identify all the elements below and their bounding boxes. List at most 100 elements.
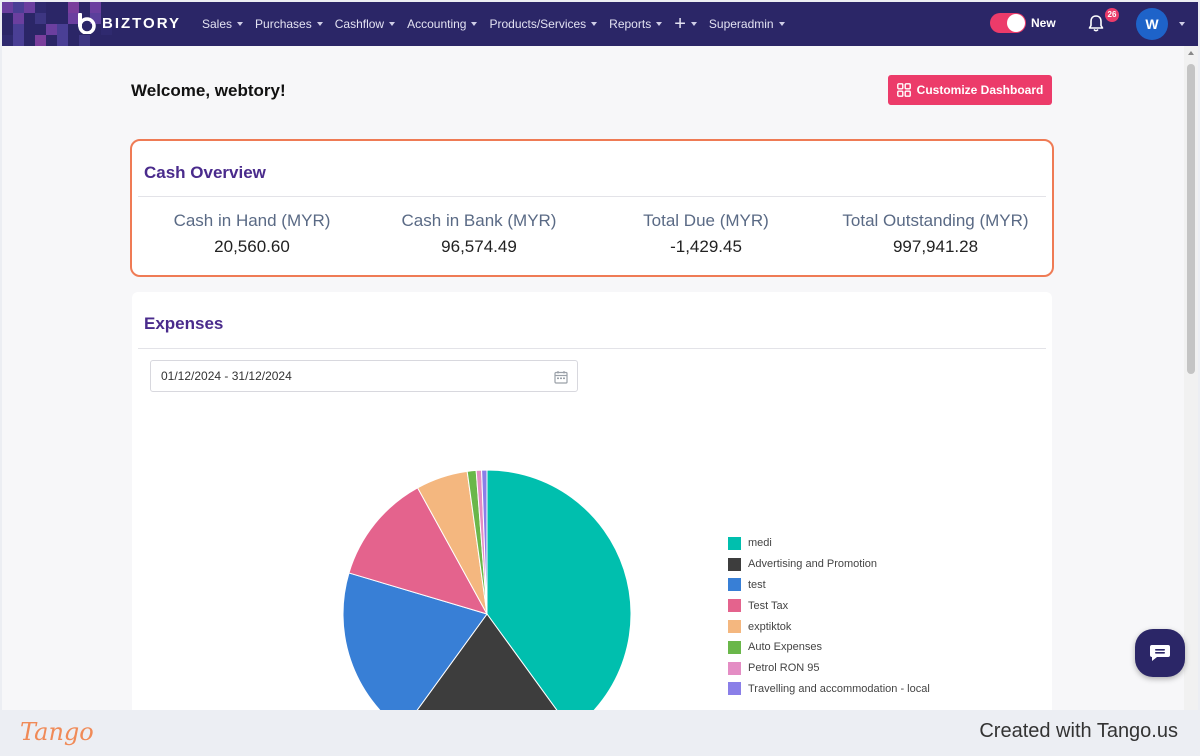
decorative-pixel <box>79 35 90 46</box>
stat-total-due: Total Due (MYR) -1,429.45 <box>606 211 806 257</box>
legend-item[interactable]: test <box>728 575 930 596</box>
stat-value: 997,941.28 <box>892 237 979 256</box>
menu-sales-label: Sales <box>202 17 233 31</box>
chat-support-button[interactable] <box>1135 629 1185 677</box>
page-title: Welcome, webtory! <box>131 81 286 100</box>
main-menu: Sales Purchases Cashflow Accounting Prod… <box>202 2 797 46</box>
chevron-down-icon <box>389 22 396 26</box>
pie-slice[interactable] <box>402 613 571 710</box>
biztory-logo-icon <box>78 13 96 34</box>
menu-superadmin-label: Superadmin <box>708 17 774 31</box>
tango-credit: Created with Tango.us <box>979 720 1178 742</box>
legend-label: Advertising and Promotion <box>748 558 878 571</box>
scroll-up-icon[interactable] <box>1188 51 1194 55</box>
tango-footer: Tango Created with Tango.us <box>0 710 1200 756</box>
pie-slice[interactable] <box>348 487 489 615</box>
pie-slice[interactable] <box>342 572 488 710</box>
toggle-knob <box>1007 14 1025 32</box>
legend-swatch <box>728 557 741 571</box>
navbar-pixel-decoration <box>2 2 122 46</box>
toggle-switch[interactable] <box>990 13 1026 33</box>
decorative-pixel <box>57 35 68 46</box>
bell-icon[interactable] <box>1086 14 1106 34</box>
stat-value: 96,574.49 <box>441 237 517 256</box>
menu-superadmin[interactable]: Superadmin <box>709 17 785 31</box>
legend-swatch <box>728 682 741 696</box>
decorative-pixel <box>57 24 68 35</box>
new-ui-toggle[interactable]: New <box>990 13 1056 33</box>
quick-add-menu[interactable]: + <box>674 14 697 34</box>
legend-item[interactable]: exptiktok <box>728 616 930 637</box>
grid-icon <box>896 83 911 97</box>
brand-logo[interactable]: BIZTORY <box>76 12 181 34</box>
card-divider <box>138 196 1046 197</box>
menu-purchases-label: Purchases <box>255 17 312 31</box>
decorative-pixel <box>90 13 101 24</box>
legend-label: Auto Expenses <box>748 641 822 654</box>
card-divider <box>138 348 1046 349</box>
stat-label: Total Due (MYR) <box>643 211 769 230</box>
decorative-pixel <box>90 2 101 13</box>
menu-accounting[interactable]: Accounting <box>407 17 478 31</box>
stat-value: -1,429.45 <box>670 237 742 256</box>
decorative-pixel <box>101 24 112 35</box>
legend-swatch <box>728 536 741 550</box>
expenses-title: Expenses <box>144 314 224 333</box>
chevron-down-icon <box>656 22 663 26</box>
avatar[interactable]: W <box>1136 8 1168 40</box>
decorative-pixel <box>2 2 13 13</box>
notification-badge: 26 <box>1105 8 1119 22</box>
chevron-down-icon <box>237 22 244 26</box>
stat-cash-in-hand: Cash in Hand (MYR) 20,560.60 <box>152 211 352 257</box>
expenses-pie-chart <box>342 469 632 710</box>
app-window: BIZTORY Sales Purchases Cashflow Account… <box>2 2 1198 710</box>
legend-item[interactable]: Test Tax <box>728 595 930 616</box>
chevron-down-icon[interactable] <box>1179 22 1185 26</box>
decorative-pixel <box>68 2 79 13</box>
top-navbar: BIZTORY Sales Purchases Cashflow Account… <box>2 2 1198 46</box>
chevron-down-icon <box>316 22 323 26</box>
decorative-pixel <box>24 2 35 13</box>
menu-accounting-label: Accounting <box>407 17 467 31</box>
customize-dashboard-button[interactable]: Customize Dashboard <box>888 75 1052 105</box>
menu-reports[interactable]: Reports <box>609 17 663 31</box>
legend-item[interactable]: medi <box>728 533 930 554</box>
stat-label: Cash in Bank (MYR) <box>401 211 557 230</box>
menu-cashflow[interactable]: Cashflow <box>334 17 396 31</box>
chevron-down-icon <box>690 22 697 26</box>
chevron-down-icon <box>471 22 478 26</box>
stat-label: Cash in Hand (MYR) <box>173 211 331 230</box>
legend-item[interactable]: Auto Expenses <box>728 637 930 658</box>
menu-sales[interactable]: Sales <box>202 17 244 31</box>
legend-item[interactable]: Advertising and Promotion <box>728 554 930 575</box>
legend-item[interactable]: Petrol RON 95 <box>728 658 930 679</box>
plus-icon: + <box>674 13 686 35</box>
legend-item[interactable]: Travelling and accommodation - local <box>728 679 930 700</box>
cash-overview-title: Cash Overview <box>144 163 266 182</box>
decorative-pixel <box>35 35 46 46</box>
decorative-pixel <box>13 35 24 46</box>
stat-total-outstanding: Total Outstanding (MYR) 997,941.28 <box>833 211 1038 257</box>
calendar-icon[interactable] <box>554 370 568 384</box>
decorative-pixel <box>35 2 46 13</box>
menu-reports-label: Reports <box>609 17 652 31</box>
chart-legend: medi Advertising and Promotion test Test Ta… <box>728 533 930 699</box>
stat-cash-in-bank: Cash in Bank (MYR) 96,574.49 <box>379 211 579 257</box>
legend-swatch <box>728 661 741 675</box>
menu-products-services[interactable]: Products/Services <box>489 17 598 31</box>
pie-slice[interactable] <box>481 469 488 615</box>
legend-swatch <box>728 578 741 592</box>
menu-cashflow-label: Cashflow <box>334 17 385 31</box>
decorative-pixel <box>13 13 24 24</box>
chat-bubble-icon <box>1150 645 1170 661</box>
decorative-pixel <box>13 2 24 13</box>
legend-swatch <box>728 620 741 634</box>
menu-purchases[interactable]: Purchases <box>255 17 323 31</box>
decorative-pixel <box>13 24 24 35</box>
scrollbar-thumb[interactable] <box>1187 64 1195 374</box>
legend-label: medi <box>748 537 772 550</box>
pie-slice[interactable] <box>486 469 632 710</box>
cash-overview-card: Cash Overview Cash in Hand (MYR) 20,560.… <box>130 139 1054 277</box>
date-range-input[interactable]: 01/12/2024 - 31/12/2024 <box>150 360 578 392</box>
chevron-down-icon <box>591 22 598 26</box>
